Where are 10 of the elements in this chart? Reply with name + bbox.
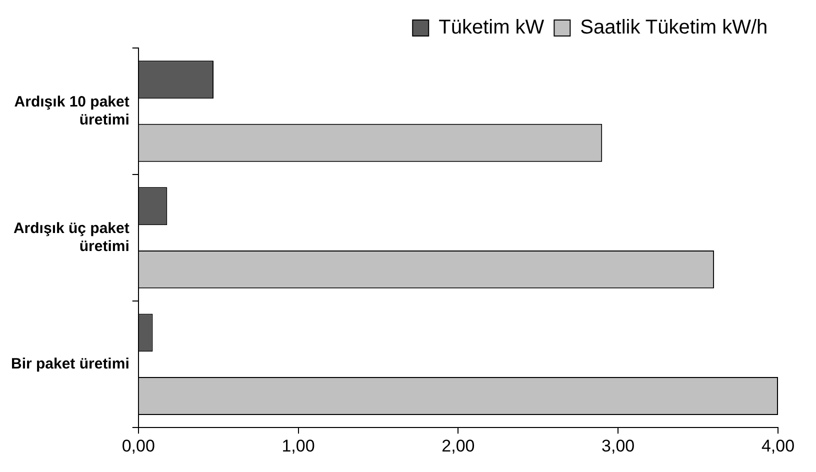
x-tick-label: 3,00 — [602, 436, 635, 456]
x-tick-label: 2,00 — [442, 436, 475, 456]
x-tick-label: 0,00 — [122, 436, 155, 456]
x-tick-label: 4,00 — [761, 436, 795, 456]
y-tick-label: Ardışık üç paket üretimi — [13, 220, 130, 255]
x-tick-label: 1,00 — [282, 436, 315, 456]
y-tick-label: Ardışık 10 paket üretimi — [14, 93, 130, 128]
legend-label: Tüketim kW — [438, 16, 544, 39]
legend-label: Saatlik Tüketim kW/h — [580, 16, 768, 39]
y-tick-label: Bir paket üretimi — [10, 355, 130, 372]
